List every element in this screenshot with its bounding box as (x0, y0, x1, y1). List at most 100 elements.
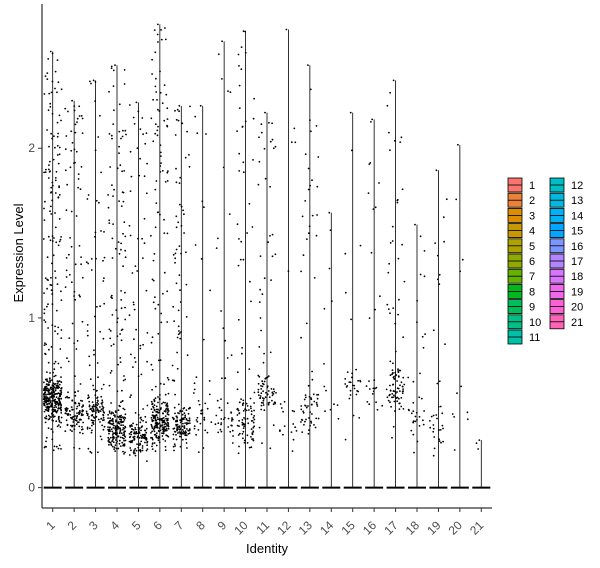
data-point (116, 390, 119, 393)
data-point (290, 431, 293, 433)
data-point (231, 424, 233, 427)
data-point (73, 418, 76, 421)
data-point (220, 409, 223, 412)
legend-label: 17 (571, 256, 583, 268)
data-point (248, 202, 251, 205)
data-point (258, 136, 260, 139)
data-point (292, 423, 295, 425)
data-point (179, 301, 182, 303)
data-point (208, 393, 211, 396)
data-point (280, 407, 283, 409)
data-point (279, 403, 282, 405)
data-point (135, 449, 138, 452)
data-point (117, 426, 119, 428)
data-point (47, 235, 50, 238)
data-point (81, 132, 84, 135)
data-point (74, 375, 76, 377)
x-tick-label: 3 (86, 518, 101, 533)
data-point (222, 327, 225, 330)
data-point (260, 388, 263, 390)
data-point (44, 393, 46, 396)
data-point (112, 223, 114, 226)
data-point (157, 332, 160, 335)
data-point (115, 429, 117, 432)
data-point (57, 392, 60, 395)
data-point (258, 160, 261, 163)
data-point (271, 255, 274, 258)
data-point (59, 348, 62, 350)
data-point (51, 412, 54, 414)
jitter-points (42, 23, 481, 462)
data-point (430, 415, 433, 418)
data-point (272, 388, 275, 390)
data-point (379, 295, 381, 298)
data-point (42, 393, 45, 396)
data-point (128, 224, 131, 227)
data-point (393, 400, 396, 403)
data-point (121, 420, 123, 423)
data-point (69, 166, 72, 169)
data-point (167, 427, 170, 430)
data-point (300, 405, 303, 407)
data-point (166, 405, 169, 408)
data-point (159, 394, 161, 396)
data-point (394, 390, 396, 393)
data-point (54, 87, 56, 90)
data-point (154, 51, 157, 54)
x-tick-label: 4 (107, 518, 122, 533)
data-point (269, 185, 271, 188)
data-point (96, 401, 99, 404)
data-point (151, 445, 153, 448)
data-point (290, 141, 293, 144)
data-point (134, 427, 137, 429)
data-point (100, 395, 103, 398)
data-point (160, 321, 163, 324)
data-point (260, 131, 263, 134)
legend-label: 16 (571, 241, 583, 253)
data-point (424, 333, 426, 335)
data-point (97, 136, 100, 138)
data-point (53, 368, 56, 371)
data-point (205, 133, 207, 135)
data-point (373, 379, 376, 382)
data-point (92, 409, 95, 412)
data-point (70, 149, 73, 152)
data-point (115, 437, 118, 439)
data-point (240, 68, 243, 71)
data-point (329, 229, 332, 232)
data-point (261, 442, 263, 444)
data-point (165, 429, 167, 432)
data-point (393, 394, 395, 397)
data-point (165, 417, 168, 420)
data-point (50, 213, 53, 215)
data-point (90, 452, 93, 454)
data-point (419, 273, 422, 276)
data-point (151, 278, 154, 281)
data-point (423, 410, 425, 412)
data-point (54, 212, 56, 214)
data-point (108, 222, 111, 225)
data-point (333, 403, 335, 406)
data-point (307, 188, 310, 191)
data-point (258, 301, 261, 303)
data-point (195, 433, 198, 436)
data-point (44, 391, 47, 394)
data-point (52, 414, 55, 416)
data-point (119, 361, 122, 363)
data-point (103, 302, 106, 305)
data-point (116, 440, 118, 443)
data-point (74, 415, 76, 417)
data-point (58, 153, 61, 156)
data-point (166, 321, 169, 323)
data-point (124, 451, 126, 454)
data-point (240, 46, 243, 48)
data-point (300, 270, 302, 273)
data-point (110, 412, 113, 415)
data-point (143, 217, 146, 220)
data-point (179, 410, 182, 413)
data-point (57, 447, 60, 450)
data-point (151, 443, 154, 445)
data-point (155, 405, 158, 408)
data-point (60, 388, 63, 390)
data-point (303, 423, 305, 426)
